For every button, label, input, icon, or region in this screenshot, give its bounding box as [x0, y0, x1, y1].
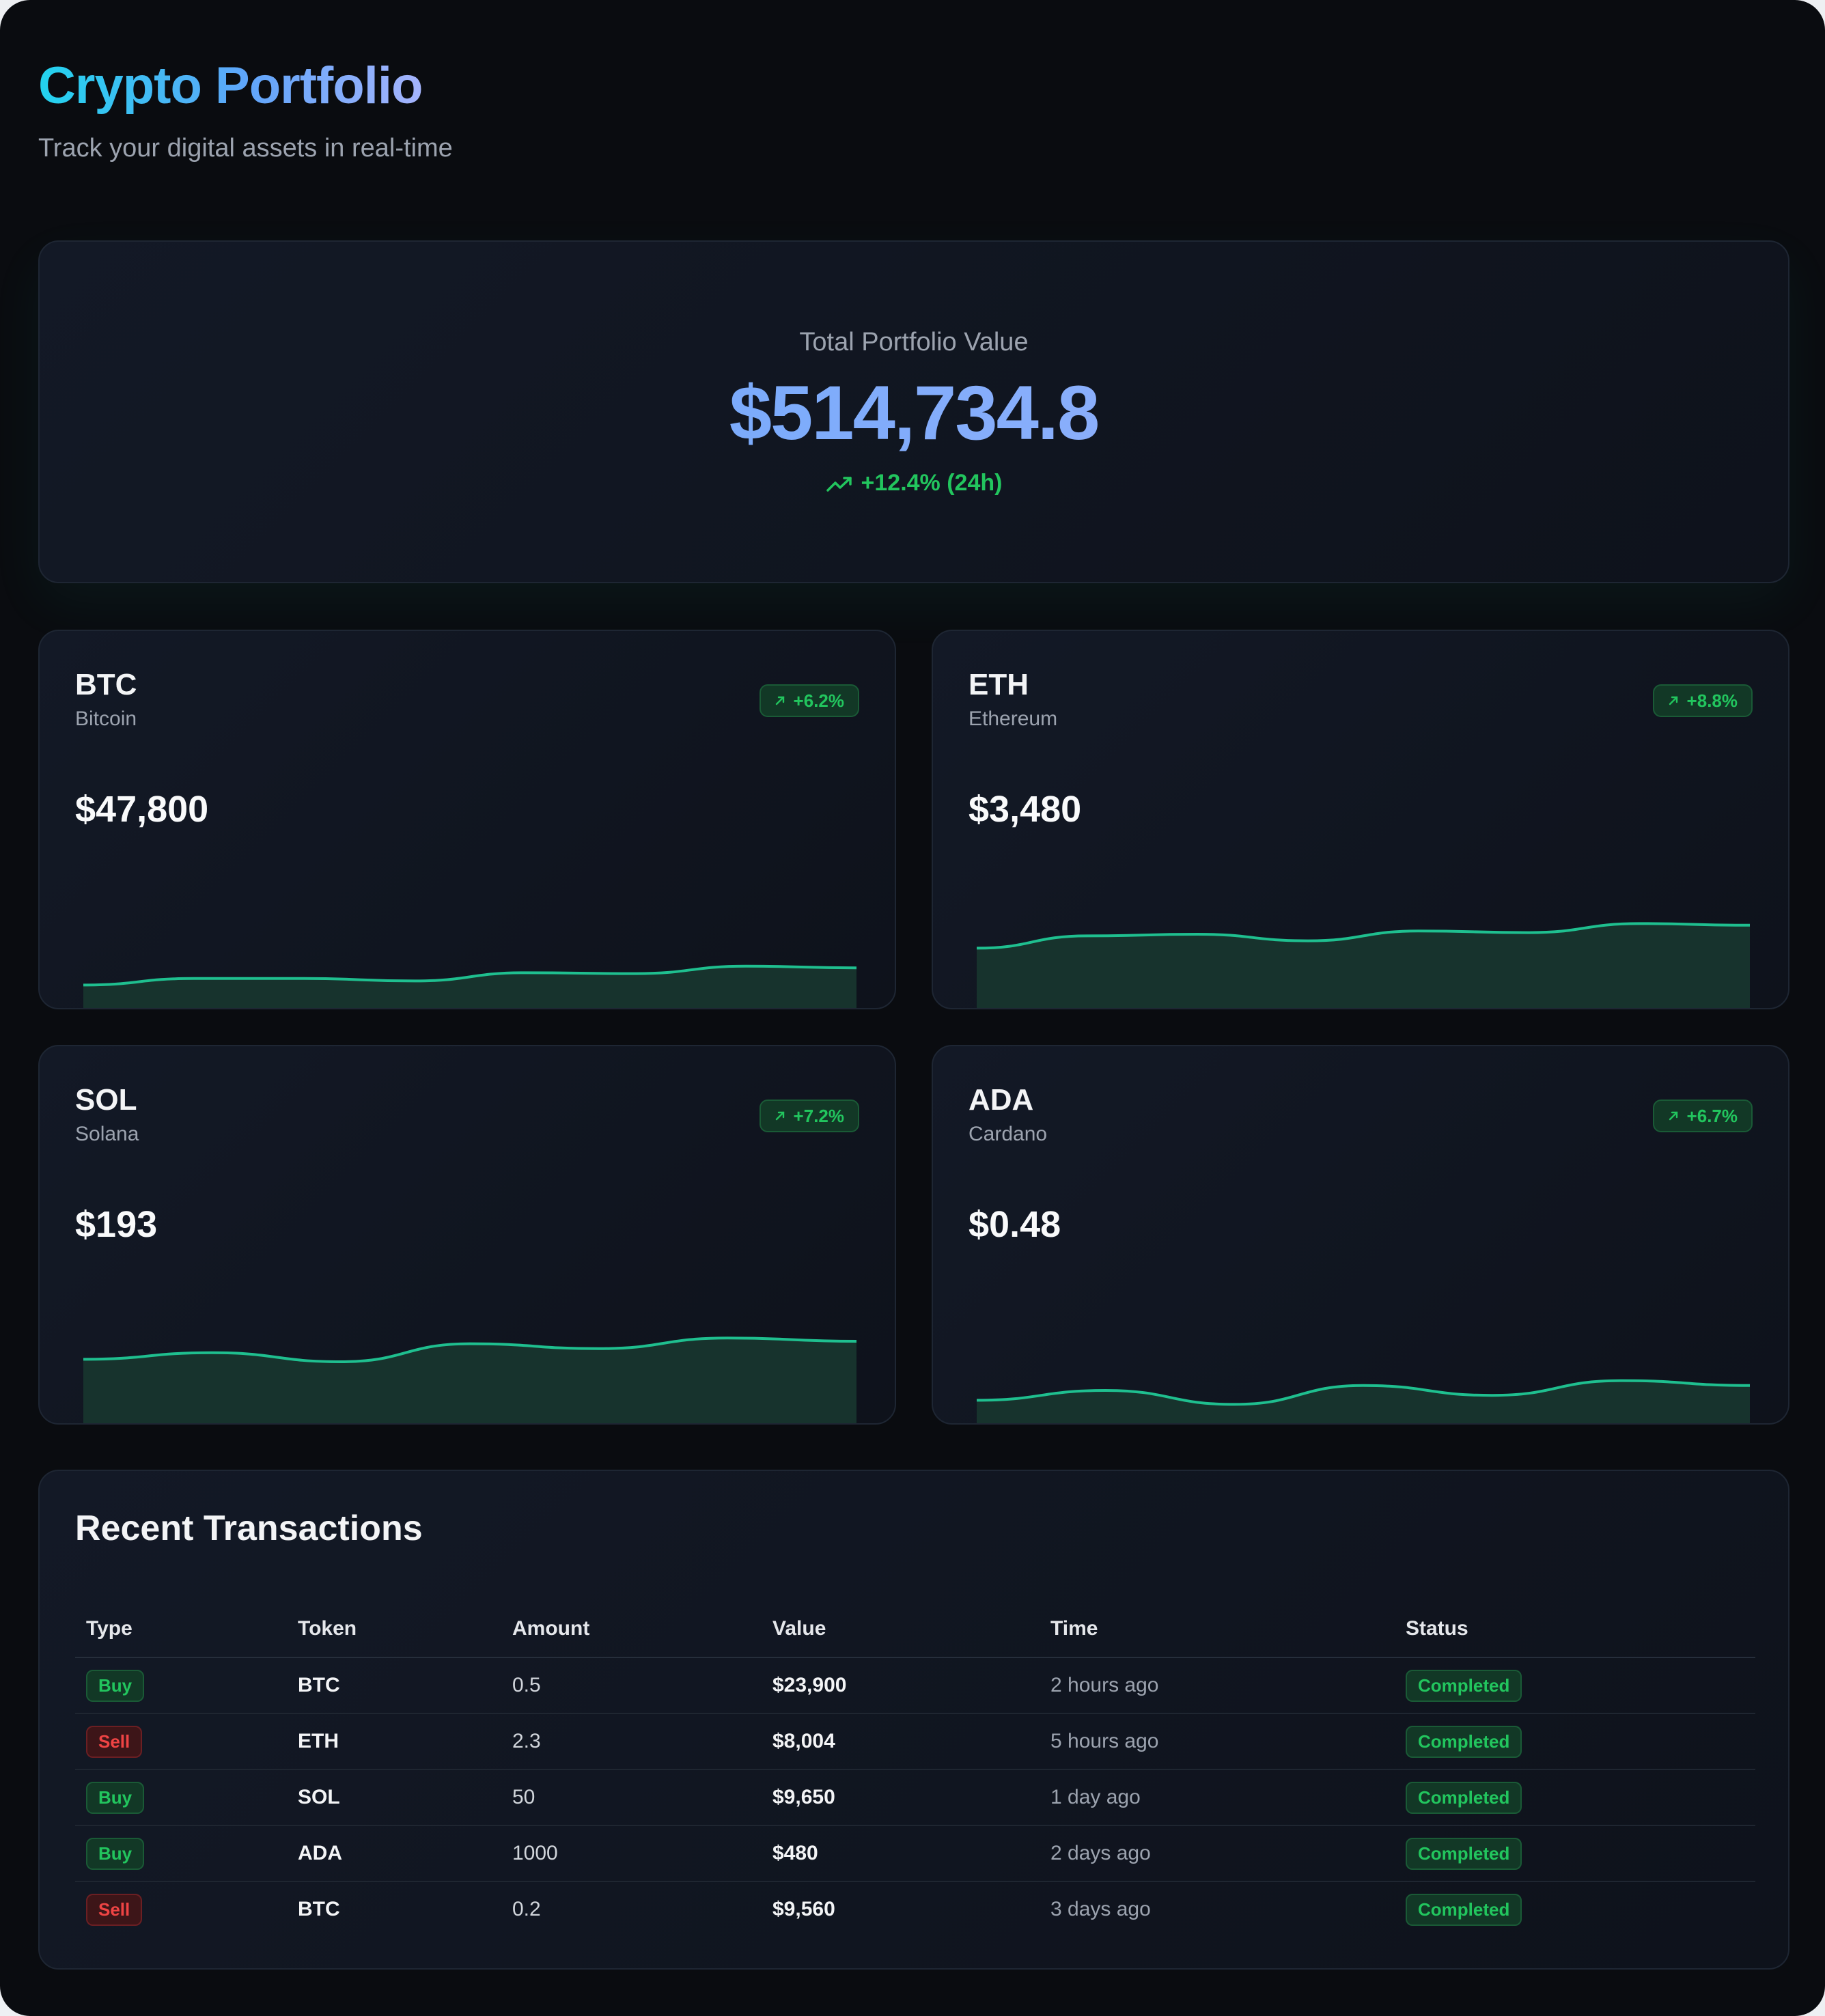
value-cell: $8,004	[762, 1713, 1040, 1770]
table-row[interactable]: Sell BTC 0.2 $9,560 3 days ago Completed	[75, 1881, 1755, 1937]
amount-cell: 0.2	[512, 1898, 541, 1920]
price-sparkline	[83, 1336, 856, 1423]
asset-card-sol[interactable]: SOL Solana +7.2% $193	[38, 1045, 896, 1425]
asset-change-badge: +6.7%	[1652, 1100, 1753, 1132]
asset-symbol: SOL	[75, 1083, 137, 1117]
asset-card-ada[interactable]: ADA Cardano +6.7% $0.48	[932, 1045, 1789, 1425]
portfolio-summary-card: Total Portfolio Value $514,734.8 +12.4% …	[38, 240, 1789, 583]
transactions-card: Recent Transactions Type Token Amount Va…	[38, 1470, 1789, 1970]
asset-change-text: +8.8%	[1686, 690, 1738, 711]
type-badge: Sell	[86, 1725, 143, 1758]
arrow-up-right-icon	[775, 1111, 784, 1121]
column-header-time[interactable]: Time	[1040, 1601, 1395, 1658]
value-cell: $9,650	[762, 1769, 1040, 1826]
token-cell: ETH	[287, 1713, 501, 1770]
table-header-row: Type Token Amount Value Time Status	[75, 1601, 1755, 1658]
amount-cell: 2.3	[501, 1713, 762, 1770]
value-cell: $23,900	[762, 1657, 1040, 1714]
time-cell: 1 day ago	[1040, 1769, 1395, 1826]
price-sparkline	[83, 964, 856, 1008]
status-badge: Completed	[1406, 1669, 1522, 1702]
price-sparkline	[977, 1379, 1750, 1423]
portfolio-change-text: +12.4% (24h)	[861, 470, 1003, 496]
asset-change-text: +6.7%	[1686, 1105, 1738, 1126]
status-badge: Completed	[1406, 1781, 1522, 1814]
asset-name: Cardano	[969, 1123, 1048, 1145]
status-badge: Completed	[1406, 1837, 1522, 1870]
amount-cell: 1000	[501, 1825, 762, 1882]
asset-price: $193	[75, 1204, 158, 1245]
asset-change-badge: +8.8%	[1652, 684, 1753, 717]
time-cell: 2 days ago	[1040, 1825, 1395, 1882]
asset-symbol: BTC	[75, 668, 137, 701]
asset-symbol: ETH	[969, 668, 1029, 701]
asset-card-eth[interactable]: ETH Ethereum +8.8% $3,480	[932, 630, 1789, 1009]
price-sparkline	[977, 922, 1750, 1008]
asset-name: Bitcoin	[75, 708, 137, 730]
column-header-amount[interactable]: Amount	[501, 1601, 762, 1658]
table-row[interactable]: Buy SOL 50 $9,650 1 day ago Completed	[75, 1769, 1755, 1826]
table-row[interactable]: Sell ETH 2.3 $8,004 5 hours ago Complete…	[75, 1713, 1755, 1770]
type-badge: Buy	[86, 1781, 145, 1814]
time-cell: 2 hours ago	[1040, 1657, 1395, 1714]
asset-change-badge: +7.2%	[759, 1100, 859, 1132]
transactions-table: Type Token Amount Value Time Status Buy …	[75, 1601, 1755, 1937]
time-cell: 3 days ago	[1050, 1898, 1151, 1920]
transactions-title: Recent Transactions	[75, 1509, 423, 1548]
type-badge: Buy	[86, 1669, 145, 1702]
token-cell: ADA	[287, 1825, 501, 1882]
type-badge: Sell	[86, 1893, 143, 1926]
column-header-token[interactable]: Token	[287, 1601, 501, 1658]
asset-price: $0.48	[969, 1204, 1061, 1245]
asset-change-text: +6.2%	[793, 690, 844, 711]
column-header-status[interactable]: Status	[1395, 1601, 1755, 1658]
portfolio-label: Total Portfolio Value	[799, 328, 1029, 356]
status-badge: Completed	[1406, 1725, 1522, 1758]
arrow-up-right-icon	[1669, 1111, 1677, 1121]
asset-price: $47,800	[75, 789, 209, 830]
amount-cell: 0.5	[501, 1657, 762, 1714]
token-cell: SOL	[287, 1769, 501, 1826]
token-cell: BTC	[298, 1898, 340, 1920]
asset-name: Ethereum	[969, 708, 1058, 730]
asset-change-badge: +6.2%	[759, 684, 859, 717]
value-cell: $480	[762, 1825, 1040, 1882]
page-title: Crypto Portfolio	[38, 57, 423, 115]
table-row[interactable]: Buy ADA 1000 $480 2 days ago Completed	[75, 1825, 1755, 1882]
asset-symbol: ADA	[969, 1083, 1034, 1117]
amount-cell: 50	[501, 1769, 762, 1826]
asset-name: Solana	[75, 1123, 139, 1145]
arrow-up-right-icon	[1669, 696, 1677, 705]
trending-up-icon	[826, 477, 852, 492]
token-cell: BTC	[287, 1657, 501, 1714]
asset-price: $3,480	[969, 789, 1082, 830]
asset-change-text: +7.2%	[793, 1105, 844, 1126]
status-badge: Completed	[1406, 1893, 1522, 1926]
portfolio-value: $514,734.8	[40, 369, 1788, 457]
column-header-value[interactable]: Value	[762, 1601, 1040, 1658]
table-row[interactable]: Buy BTC 0.5 $23,900 2 hours ago Complete…	[75, 1657, 1755, 1714]
asset-card-btc[interactable]: BTC Bitcoin +6.2% $47,800	[38, 630, 896, 1009]
value-cell: $9,560	[772, 1898, 835, 1920]
portfolio-change: +12.4% (24h)	[40, 470, 1788, 496]
type-badge: Buy	[86, 1837, 145, 1870]
column-header-type[interactable]: Type	[75, 1601, 287, 1658]
arrow-up-right-icon	[775, 696, 784, 705]
page-subtitle: Track your digital assets in real-time	[38, 134, 453, 163]
time-cell: 5 hours ago	[1040, 1713, 1395, 1770]
